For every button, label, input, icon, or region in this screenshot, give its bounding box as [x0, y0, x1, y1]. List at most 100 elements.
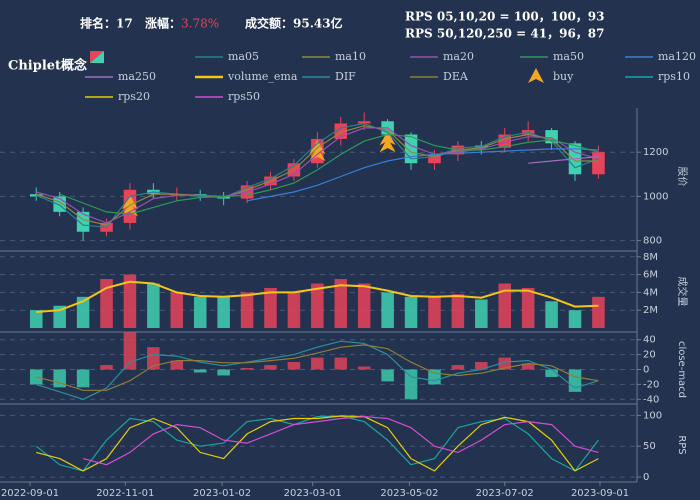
change-label: 涨幅：	[145, 16, 181, 31]
volume-bar	[334, 279, 348, 328]
macd-bar	[147, 347, 160, 370]
x-tick-label: 2023-09-01	[571, 488, 629, 499]
legend-label: volume_ema	[227, 70, 298, 83]
legend-label: buy	[553, 70, 574, 83]
y-tick-label: 4M	[643, 287, 658, 298]
x-tick-label: 2022-11-01	[96, 488, 154, 499]
volume-bar	[287, 292, 301, 328]
y-tick-label: 0	[643, 365, 649, 376]
y-tick-label: 100	[643, 410, 662, 421]
series-line	[36, 127, 599, 224]
turnover: 成交额：95.43亿	[245, 16, 343, 31]
macd-bar	[240, 368, 254, 370]
legend-label: ma120	[658, 50, 696, 63]
macd-bar	[287, 362, 301, 370]
volume-bar	[123, 274, 137, 328]
x-tick-label: 2023-01-02	[193, 488, 251, 499]
y-tick-label: -20	[643, 379, 659, 390]
macd-bar	[264, 365, 277, 370]
candle-body	[428, 154, 441, 164]
legend-label: rps50	[228, 90, 260, 103]
series-line	[82, 415, 599, 466]
y-tick-label: 8M	[643, 252, 658, 263]
volume-bar	[475, 299, 488, 328]
series-line	[35, 415, 599, 472]
volume-bar	[545, 301, 558, 328]
volume-bar	[404, 296, 418, 328]
volume-bar	[217, 296, 230, 328]
y-axis-label: 成交量	[676, 277, 689, 307]
y-axis-label: RPS	[676, 435, 687, 454]
macd-bar	[521, 363, 535, 370]
series-line	[36, 280, 599, 313]
candle-body	[592, 152, 605, 175]
y-axis-label: 股价	[676, 167, 688, 187]
y-axis-label: close-macd	[676, 341, 687, 398]
legend-swatch	[528, 68, 544, 83]
buy-marker	[309, 139, 326, 161]
macd-bar	[311, 357, 324, 370]
volume-bar	[451, 294, 465, 328]
macd-bar	[170, 360, 184, 370]
y-tick-label: 1200	[643, 147, 668, 158]
volume-bar	[357, 283, 371, 328]
series-line	[246, 148, 599, 202]
chart-title: Chiplet概念	[8, 58, 87, 74]
series-line	[528, 156, 599, 164]
series-line	[35, 122, 599, 228]
volume-bar	[311, 283, 324, 328]
change-value: 3.78%	[181, 17, 219, 31]
volume-bar	[498, 283, 512, 328]
x-tick-label: 2023-07-02	[476, 488, 534, 499]
legend-label: ma05	[228, 50, 259, 63]
series-line	[36, 340, 599, 400]
macd-bar	[381, 369, 394, 382]
x-tick-label: 2023-03-01	[284, 488, 342, 499]
volume-bar	[240, 292, 254, 328]
macd-bar	[357, 366, 371, 370]
series-line	[36, 125, 599, 226]
macd-bar	[53, 369, 66, 388]
macd-bar	[193, 369, 207, 373]
volume-bar	[381, 292, 394, 328]
volume-bar	[76, 296, 90, 328]
rank: 排名：17	[80, 16, 133, 31]
legend-label: DIF	[335, 70, 356, 83]
legend-label: ma50	[553, 50, 584, 63]
legend-label: rps10	[658, 70, 690, 83]
volume-bar	[170, 292, 184, 328]
macd-bar	[545, 369, 558, 377]
series-line	[36, 344, 599, 391]
rps-short: RPS 05,10,20 = 100，100，93	[405, 10, 605, 24]
y-tick-label: -40	[643, 394, 659, 405]
volume-bar	[100, 279, 113, 328]
legend-label: ma10	[335, 50, 366, 63]
series-line	[36, 415, 599, 472]
candle-body	[357, 121, 371, 124]
y-tick-label: 20	[643, 350, 656, 361]
macd-bar	[76, 369, 90, 388]
y-tick-label: 0	[643, 472, 649, 483]
macd-bar	[334, 357, 348, 370]
macd-bar	[498, 357, 512, 370]
macd-bar	[217, 369, 230, 376]
y-tick-label: 2M	[643, 305, 658, 316]
volume-bar	[193, 296, 207, 328]
y-tick-label: 40	[643, 335, 656, 346]
volume-bar	[264, 287, 277, 328]
rps-long: RPS 50,120,250 = 41，96，87	[405, 27, 605, 41]
legend-label: ma20	[443, 50, 474, 63]
y-tick-label: 800	[643, 236, 662, 247]
legend-label: DEA	[443, 70, 469, 83]
volume-bar	[592, 296, 605, 328]
macd-bar	[404, 369, 418, 400]
volume-bar	[568, 310, 582, 328]
x-tick-label: 2023-05-02	[380, 488, 438, 499]
y-tick-label: 6M	[643, 270, 658, 281]
y-tick-label: 1000	[643, 191, 668, 202]
macd-bar	[100, 365, 113, 370]
macd-bar	[123, 332, 137, 370]
volume-bar	[428, 296, 441, 328]
